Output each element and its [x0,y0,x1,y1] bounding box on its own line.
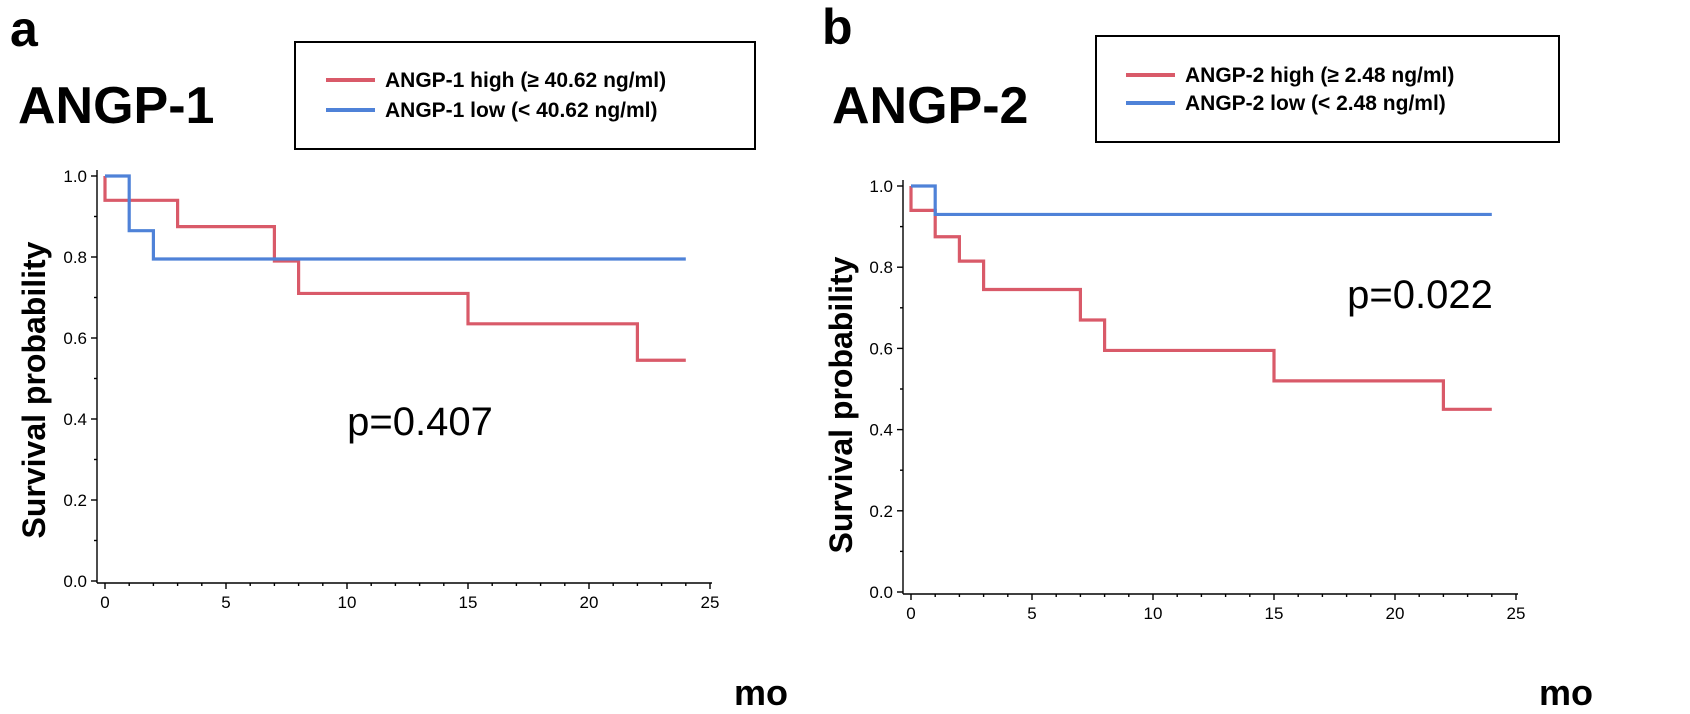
x-tick-label: 10 [1144,604,1163,623]
survival-curve-high [103,176,686,362]
panel-title: ANGP-1 [18,77,214,135]
survival-curve-high [909,186,1492,411]
legend-box [1095,35,1560,143]
axes [96,170,712,584]
p-value-annotation: p=0.022 [1347,273,1493,317]
x-tick-label: 5 [221,593,230,612]
y-tick-label: 0.2 [869,502,893,521]
y-tick-label: 0.4 [869,421,893,440]
panel-b: b ANGP-2 ANGP-2 high (≥ 2.48 ng/ml) ANGP… [822,0,1593,713]
legend: ANGP-1 high (≥ 40.62 ng/ml) ANGP-1 low (… [294,41,756,150]
y-tick-label: 0.6 [63,329,87,348]
y-tick-label: 0.8 [869,258,893,277]
y-ticks: 0.0 0.2 0.4 0.6 0.8 1.0 [869,177,903,602]
y-tick-label: 0.2 [63,491,87,510]
x-tick-label: 25 [701,593,720,612]
x-ticks: 0 5 10 15 20 25 [906,594,1525,623]
y-tick-label: 1.0 [63,167,87,186]
legend-box [294,41,756,150]
x-tick-label: 25 [1507,604,1526,623]
y-tick-label: 0.4 [63,410,87,429]
x-axis-label: mo [1539,672,1593,713]
y-tick-label: 1.0 [869,177,893,196]
x-tick-label: 10 [338,593,357,612]
x-tick-label: 15 [1265,604,1284,623]
legend: ANGP-2 high (≥ 2.48 ng/ml) ANGP-2 low (<… [1095,35,1560,143]
x-tick-label: 20 [1386,604,1405,623]
x-ticks: 0 5 10 15 20 25 [100,583,719,612]
survival-curves [909,184,1492,411]
x-tick-label: 20 [580,593,599,612]
y-tick-label: 0.0 [63,572,87,591]
panel-a: a ANGP-1 ANGP-1 high (≥ 40.62 ng/ml) ANG… [10,1,788,713]
legend-label-low: ANGP-2 low (< 2.48 ng/ml) [1185,92,1446,115]
y-axis-label: Survival probability [16,241,52,538]
legend-label-high: ANGP-1 high (≥ 40.62 ng/ml) [385,69,666,92]
legend-label-high: ANGP-2 high (≥ 2.48 ng/ml) [1185,64,1454,87]
legend-label-low: ANGP-1 low (< 40.62 ng/ml) [385,99,657,122]
p-value-annotation: p=0.407 [347,400,493,444]
y-ticks: 0.0 0.2 0.4 0.6 0.8 1.0 [63,167,97,591]
y-tick-label: 0.6 [869,339,893,358]
survival-curve-low [911,184,1492,217]
y-tick-label: 0.0 [869,583,893,602]
survival-curve-low [105,174,686,261]
survival-curves [103,174,686,362]
panel-letter: b [822,0,853,55]
x-tick-label: 0 [906,604,915,623]
panel-title: ANGP-2 [832,77,1028,135]
y-tick-label: 0.8 [63,248,87,267]
panel-letter: a [10,1,39,57]
x-tick-label: 5 [1027,604,1036,623]
x-tick-label: 15 [459,593,478,612]
x-tick-label: 0 [100,593,109,612]
y-axis-label: Survival probability [823,256,859,553]
x-axis-label: mo [734,672,788,713]
axes [902,180,1518,595]
